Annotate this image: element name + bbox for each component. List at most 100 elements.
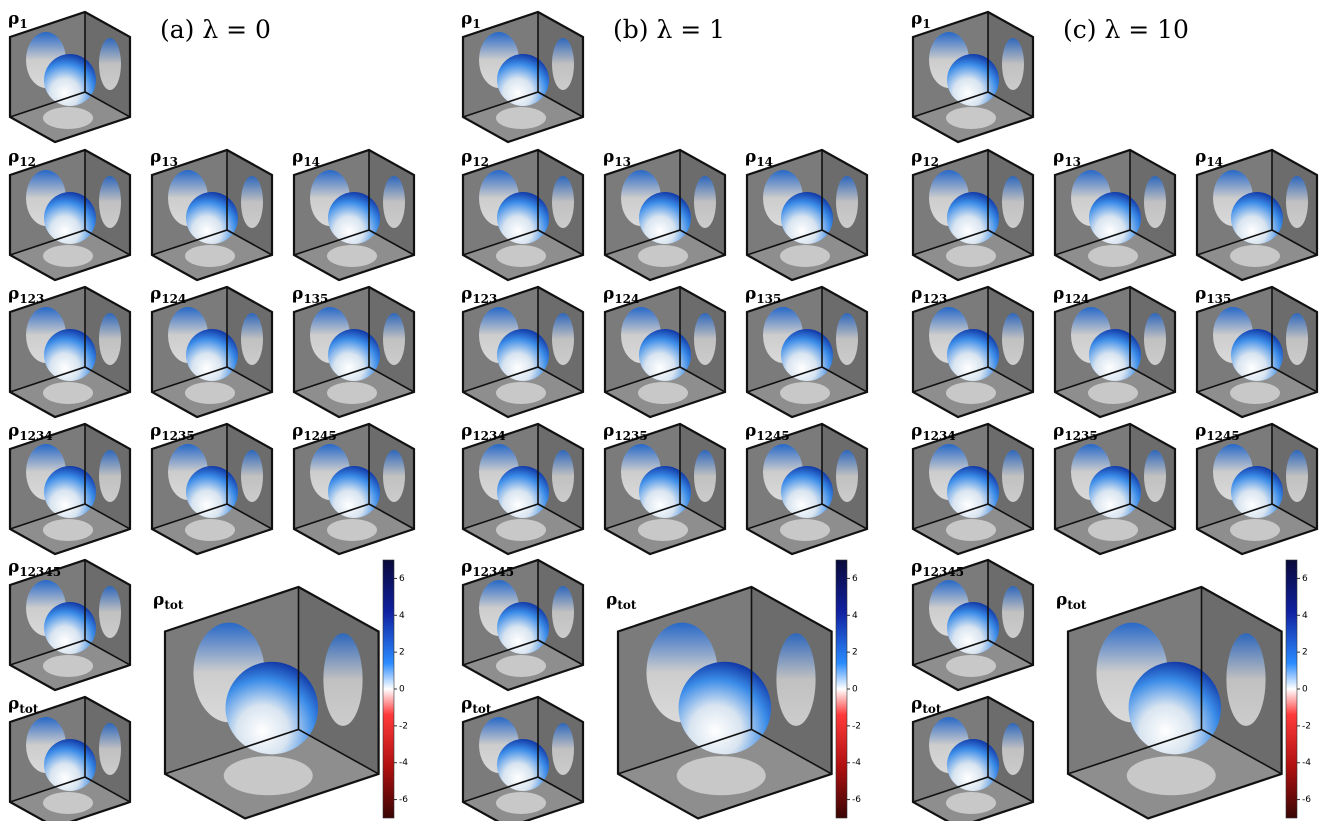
cube-edge <box>84 91 131 118</box>
label-subscript: 135 <box>303 292 328 306</box>
wall-projection <box>694 176 716 228</box>
colorbar <box>835 559 848 819</box>
cube <box>911 10 1035 144</box>
cube-edge <box>1271 229 1318 256</box>
cube-label: ρ1 <box>461 9 481 31</box>
label-subscript: 135 <box>1206 292 1231 306</box>
sphere <box>947 54 999 106</box>
label-symbol: ρ <box>1053 284 1064 304</box>
cube-label: ρ1245 <box>1195 421 1240 443</box>
sphere <box>497 329 549 381</box>
cube <box>461 148 585 282</box>
floor-projection <box>43 655 93 677</box>
floor-projection <box>638 245 688 267</box>
cube <box>745 148 869 282</box>
cube-edge <box>1271 366 1318 393</box>
cube <box>745 285 869 419</box>
cube-label: ρ135 <box>1195 284 1231 306</box>
floor-projection <box>1230 519 1280 541</box>
wall-projection <box>383 450 405 502</box>
label-subscript: 1234 <box>472 429 505 443</box>
label-subscript: 1245 <box>303 429 336 443</box>
wall-projection <box>552 313 574 365</box>
cube-edge <box>226 229 273 256</box>
cube-edge <box>751 728 832 775</box>
floor-projection <box>223 756 313 796</box>
cube <box>911 558 1035 692</box>
cube-label: ρ1245 <box>292 421 337 443</box>
label-subscript: 1 <box>472 17 480 31</box>
cube-label: ρ1235 <box>1053 421 1098 443</box>
floor-projection <box>946 382 996 404</box>
label-symbol: ρ <box>911 421 922 441</box>
cube <box>1053 285 1177 419</box>
label-symbol: ρ <box>1053 147 1064 167</box>
sphere <box>1231 329 1283 381</box>
label-symbol: ρ <box>1195 284 1206 304</box>
cube <box>1195 285 1319 419</box>
cube-edge <box>987 229 1034 256</box>
cube-edge <box>1129 366 1176 393</box>
floor-projection <box>496 519 546 541</box>
floor-projection <box>1088 382 1138 404</box>
sphere <box>639 192 691 244</box>
label-symbol: ρ <box>461 694 472 714</box>
cube-edge <box>226 366 273 393</box>
cube-label: ρ12345 <box>8 557 61 579</box>
sphere <box>328 466 380 518</box>
sphere <box>781 192 833 244</box>
label-symbol: ρ <box>461 147 472 167</box>
label-subscript: tot <box>617 598 637 612</box>
label-symbol: ρ <box>153 590 164 610</box>
colorbar-tick-label: -6 <box>852 795 861 805</box>
cube-edge <box>821 229 868 256</box>
wall-projection <box>1286 450 1308 502</box>
cube-label: ρ12 <box>911 147 939 169</box>
wall-projection <box>383 313 405 365</box>
wall-projection <box>241 176 263 228</box>
label-subscript: tot <box>19 702 39 716</box>
label-symbol: ρ <box>603 421 614 441</box>
wall-projection <box>1144 176 1166 228</box>
cube-label: ρ13 <box>1053 147 1081 169</box>
cube <box>911 285 1035 419</box>
colorbar-tick-label: -2 <box>852 721 861 731</box>
floor-projection <box>676 756 766 796</box>
colorbar-tick-label: -2 <box>399 721 408 731</box>
label-subscript: 14 <box>303 155 320 169</box>
cube-edge <box>679 503 726 530</box>
sphere <box>186 329 238 381</box>
cube <box>603 422 727 556</box>
floor-projection <box>780 245 830 267</box>
colorbar <box>382 559 395 819</box>
colorbar-tick-label: -6 <box>399 795 408 805</box>
cube-edge <box>1129 503 1176 530</box>
cube-label: ρ12 <box>461 147 489 169</box>
floor-projection <box>43 382 93 404</box>
colorbar-tick-label: -2 <box>1302 721 1311 731</box>
floor-projection <box>43 107 93 129</box>
label-symbol: ρ <box>461 421 472 441</box>
floor-projection <box>43 792 93 814</box>
label-symbol: ρ <box>606 590 617 610</box>
floor-projection <box>1230 382 1280 404</box>
cube-edge <box>84 229 131 256</box>
wall-projection <box>241 450 263 502</box>
cube-label: ρtot <box>1056 590 1087 612</box>
cube <box>8 695 132 821</box>
cube-label: ρ1235 <box>150 421 195 443</box>
label-subscript: 14 <box>756 155 773 169</box>
colorbar-tick-label: 2 <box>852 648 858 658</box>
label-subscript: tot <box>164 598 184 612</box>
label-subscript: 13 <box>1064 155 1081 169</box>
label-subscript: 1245 <box>756 429 789 443</box>
wall-projection <box>99 450 121 502</box>
cube <box>461 695 585 821</box>
floor-projection <box>1230 245 1280 267</box>
cube-edge <box>537 776 584 803</box>
sphere <box>947 739 999 791</box>
sphere <box>639 466 691 518</box>
cube-label: ρ13 <box>603 147 631 169</box>
cube-edge <box>1201 728 1282 775</box>
cube-edge <box>537 639 584 666</box>
